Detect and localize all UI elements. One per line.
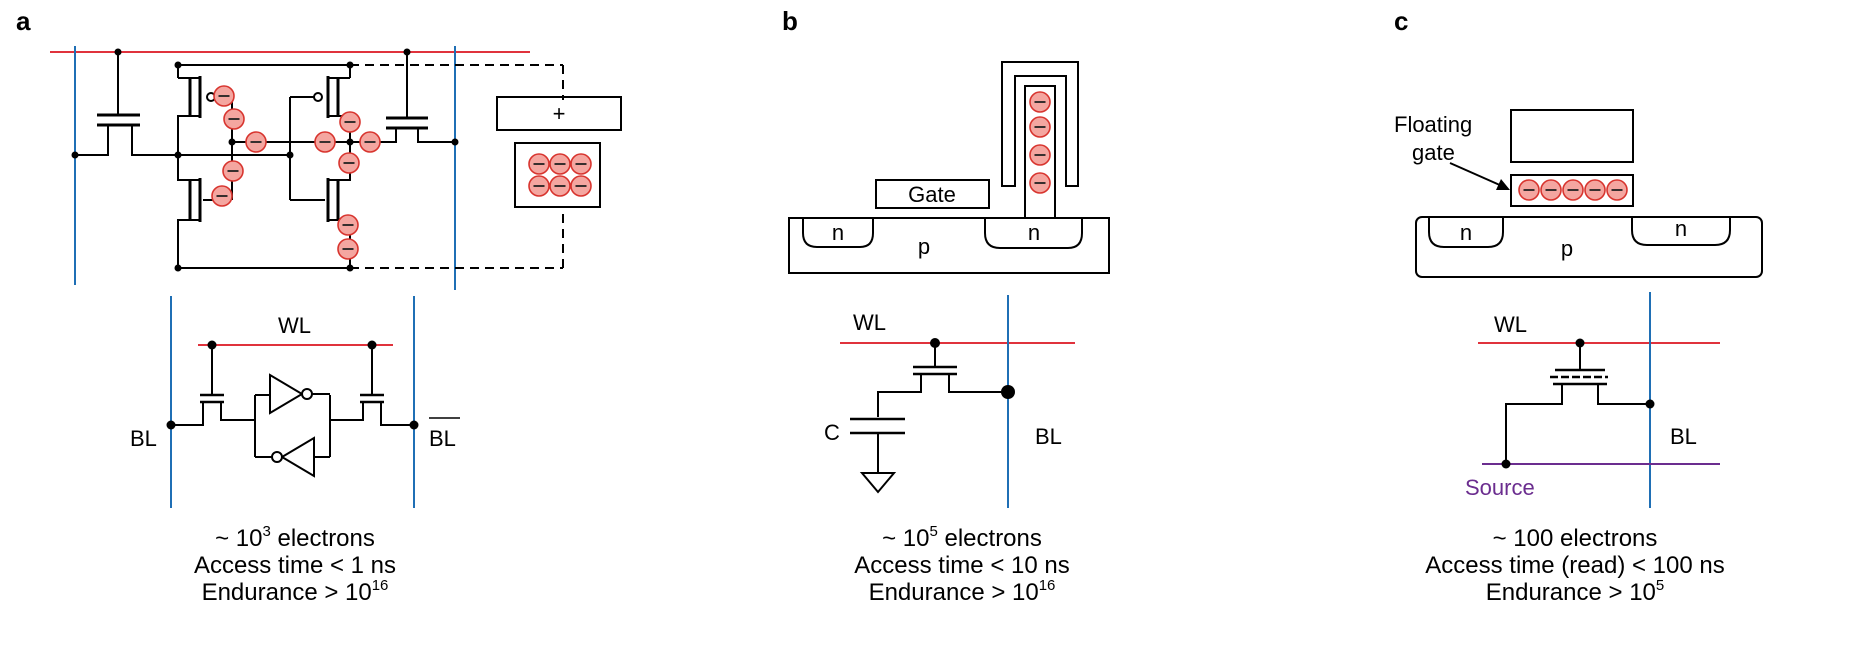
- panel-b-n-right-label: n: [1028, 220, 1040, 245]
- panel-c-substrate: [1415, 216, 1763, 278]
- panel-c-flash-layout: [1415, 109, 1763, 278]
- svg-text:~ 103 electrons: ~ 103 electrons: [215, 523, 375, 552]
- panel-c-n-well-left: [1428, 217, 1504, 248]
- panel-c-circuit-nodes: [1501, 338, 1655, 469]
- panel-c: c Floating gate n n p: [1394, 6, 1763, 606]
- panel-b-gate: [875, 179, 990, 209]
- panel-c-caption-line2: Access time (read) < 100 ns: [1425, 552, 1724, 579]
- panel-b-caption-line1-prefix: ~ 10: [882, 525, 929, 552]
- panel-c-n-right-label: n: [1675, 216, 1687, 241]
- panel-a-caption-line1-exp: 3: [262, 523, 270, 540]
- panel-a-electrons: [211, 85, 592, 260]
- panel-c-floating-gate-label-line1: Floating: [1394, 112, 1472, 137]
- panel-c-n-well-right: [1631, 217, 1731, 246]
- panel-c-caption-line3-prefix: Endurance > 10: [1486, 579, 1656, 606]
- panel-c-floating-gate: [1510, 174, 1634, 207]
- panel-b-bl-label: BL: [1035, 424, 1062, 449]
- panel-b: b Gate n n p: [782, 6, 1110, 606]
- svg-text:Endurance > 1016: Endurance > 1016: [202, 577, 389, 606]
- panel-b-electrons: [1029, 91, 1051, 194]
- panel-a-blbar-label: BL: [429, 426, 456, 451]
- panel-a-caption: ~ 103 electrons Access time < 1 ns Endur…: [194, 523, 396, 606]
- panel-a-caption-line3-exp: 16: [372, 577, 389, 594]
- panel-c-bl-label: BL: [1670, 424, 1697, 449]
- panel-a-plus-sign: +: [553, 101, 566, 126]
- panel-a-plus-plate: [496, 96, 622, 131]
- panel-b-trench-capacitor-outer: [1001, 61, 1079, 187]
- panel-b-n-well-right: [984, 218, 1083, 249]
- panel-b-caption-line1-suffix: electrons: [938, 525, 1042, 552]
- panel-c-electrons: [1518, 179, 1628, 201]
- panel-b-n-left-label: n: [832, 220, 844, 245]
- svg-text:Endurance > 105: Endurance > 105: [1486, 577, 1664, 606]
- panel-b-substrate: [788, 217, 1110, 274]
- panel-b-circuit-nodes: [930, 338, 1015, 399]
- panel-c-floating-gate-label-line2: gate: [1412, 140, 1455, 165]
- panel-c-caption: ~ 100 electrons Access time (read) < 100…: [1425, 525, 1724, 606]
- panel-a-nodes: [71, 48, 459, 272]
- panel-c-label: c: [1394, 6, 1408, 36]
- panel-c-source-label: Source: [1465, 475, 1535, 500]
- panel-b-n-well-left: [802, 218, 874, 248]
- panel-b-caption-line3-prefix: Endurance > 10: [869, 579, 1039, 606]
- panel-c-control-gate: [1510, 109, 1634, 163]
- panel-b-caption-line2: Access time < 10 ns: [854, 552, 1069, 579]
- panel-c-floating-gate-arrow: [1449, 162, 1510, 190]
- panel-b-label: b: [782, 6, 798, 36]
- panel-a-circuit-nodes: [166, 340, 419, 430]
- panel-a-caption-line1-prefix: ~ 10: [215, 525, 262, 552]
- panel-a-electron-reservoir: [514, 142, 601, 208]
- panel-b-p-label: p: [918, 234, 930, 259]
- panel-b-circuit: [840, 295, 1075, 508]
- panel-a-wl-label: WL: [278, 313, 311, 338]
- panel-b-dram-layout: [788, 61, 1110, 274]
- panel-c-p-label: p: [1561, 236, 1573, 261]
- panel-a-caption-line1-suffix: electrons: [271, 525, 375, 552]
- panel-a-circuit: [170, 296, 415, 508]
- panel-b-trench-column: [1024, 85, 1056, 219]
- panel-b-caption-line3-exp: 16: [1039, 577, 1056, 594]
- panel-a-bl-label: BL: [130, 426, 157, 451]
- panel-b-caption: ~ 105 electrons Access time < 10 ns Endu…: [854, 523, 1069, 606]
- panel-c-wl-label: WL: [1494, 312, 1527, 337]
- panel-a-label: a: [16, 6, 31, 36]
- panel-a: a: [16, 6, 622, 606]
- panel-b-c-label: C: [824, 420, 840, 445]
- panel-c-n-left-label: n: [1460, 220, 1472, 245]
- panel-b-gate-label: Gate: [908, 182, 956, 207]
- panel-c-caption-line3-exp: 5: [1656, 577, 1664, 594]
- panel-a-caption-line3-prefix: Endurance > 10: [202, 579, 372, 606]
- svg-text:Endurance > 1016: Endurance > 1016: [869, 577, 1056, 606]
- panel-a-caption-line2: Access time < 1 ns: [194, 552, 396, 579]
- panel-b-caption-line1-exp: 5: [929, 523, 937, 540]
- svg-text:~ 105 electrons: ~ 105 electrons: [882, 523, 1042, 552]
- panel-b-wl-label: WL: [853, 310, 886, 335]
- panel-c-caption-line1: ~ 100 electrons: [1493, 525, 1658, 552]
